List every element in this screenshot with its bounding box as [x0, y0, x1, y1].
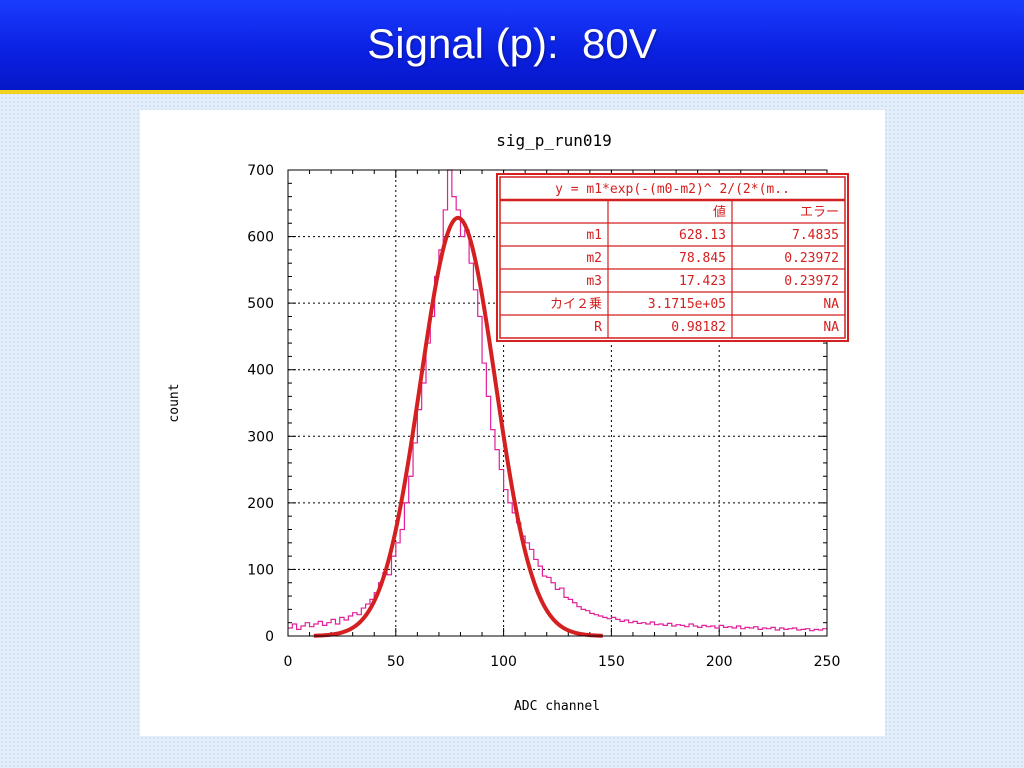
fit-param-name: m2: [586, 251, 602, 266]
fit-param-value: 628.13: [679, 228, 726, 243]
x-tick-label: 100: [490, 654, 517, 670]
fit-param-value: 7.4835: [792, 228, 839, 243]
fit-param-value: 0.23972: [784, 274, 839, 289]
fit-param-value: 3.1715e+05: [648, 297, 726, 312]
chart-panel: sig_p_run019 0 50 100 150 200 250 0 100 200 300 4…: [140, 110, 885, 736]
y-tick-labels: 0 100 200 300 400 500 600 700: [247, 163, 274, 645]
y-tick-label: 400: [247, 363, 274, 379]
plot-frame: [287, 169, 828, 637]
fit-param-name: m1: [586, 228, 602, 243]
y-axis-label: count: [167, 383, 182, 422]
fit-table-border: [499, 176, 846, 339]
x-tick-label: 150: [598, 654, 625, 670]
fit-param-name: m3: [586, 274, 602, 289]
slide-title: Signal (p): 80V: [367, 20, 657, 67]
x-tick-label: 0: [284, 654, 293, 670]
x-tick-label: 250: [814, 654, 841, 670]
fit-param-name: カイ２乗: [550, 297, 602, 312]
y-tick-label: 700: [247, 163, 274, 179]
fit-param-value: 0.23972: [784, 251, 839, 266]
fit-param-value: 78.845: [679, 251, 726, 266]
fit-param-value: NA: [823, 297, 839, 312]
x-tick-labels: 0 50 100 150 200 250: [284, 654, 841, 670]
fit-param-value: NA: [823, 320, 839, 335]
y-tick-label: 200: [247, 496, 274, 512]
y-tick-label: 100: [247, 562, 274, 578]
fit-table-header: 値: [713, 204, 726, 220]
fit-param-value: 17.423: [679, 274, 726, 289]
x-axis-label: ADC channel: [514, 699, 600, 714]
fit-table-header: エラー: [800, 205, 839, 220]
fit-param-value: 0.98182: [671, 320, 726, 335]
x-tick-label: 50: [387, 654, 405, 670]
slide-title-bar: Signal (p): 80V: [0, 0, 1024, 94]
fit-param-name: R: [594, 320, 602, 335]
y-tick-label: 500: [247, 296, 274, 312]
y-tick-label: 600: [247, 230, 274, 246]
fit-formula: y = m1*exp(-(m0-m2)^ 2/(2*(m..: [555, 182, 790, 197]
chart-title: sig_p_run019: [496, 131, 612, 150]
y-tick-label: 300: [247, 429, 274, 445]
fit-results-table: y = m1*exp(-(m0-m2)^ 2/(2*(m.. 値 エラー m1 628.…: [496, 173, 849, 342]
fit-curve-series: [312, 215, 604, 638]
histogram-chart: sig_p_run019 0 50 100 150 200 250 0 100 200 300 4…: [167, 131, 849, 714]
gaussian-fit-curve: [312, 215, 604, 638]
y-tick-label: 0: [265, 629, 274, 645]
x-tick-label: 200: [706, 654, 733, 670]
